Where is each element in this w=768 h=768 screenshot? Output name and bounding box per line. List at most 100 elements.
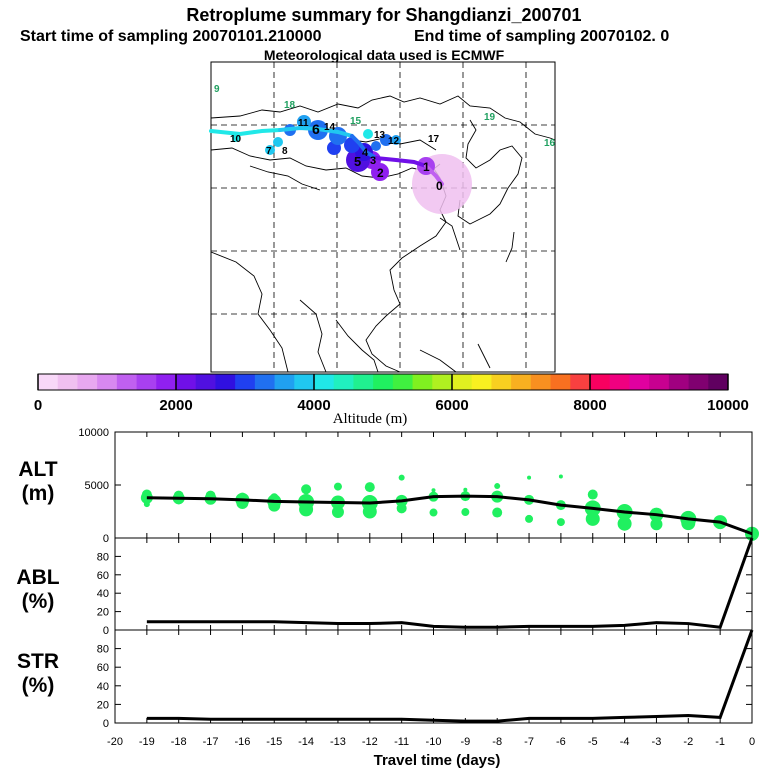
plume-track-segment	[209, 128, 282, 137]
colorbar-cell	[176, 374, 197, 390]
x-tick-label: -16	[234, 736, 250, 748]
x-tick-label: -12	[362, 736, 378, 748]
colorbar-tick-label: 2000	[159, 397, 192, 414]
map-coastlines	[210, 95, 556, 373]
alt-marker	[558, 474, 563, 479]
plume-track-segment	[278, 125, 354, 138]
colorbar-cell	[590, 374, 611, 390]
colorbar-cell	[412, 374, 433, 390]
colorbar-cell	[570, 374, 591, 390]
day-label: 16	[544, 138, 556, 149]
day-label: 3	[370, 155, 376, 167]
abl-panel: ABL (%) 0 20 40 60 80	[16, 537, 754, 637]
alt-marker	[143, 501, 150, 508]
map-frame	[210, 61, 556, 373]
colorbar-tick-label: 4000	[297, 397, 330, 414]
colorbar-cell	[629, 374, 650, 390]
alt-marker	[617, 516, 632, 531]
colorbar-label: Altitude (m)	[333, 411, 408, 427]
alt-marker	[587, 489, 598, 500]
day-labels: 0 1 2 3 4 5 6 7 8 9 10 11 12 13 14 15 16…	[214, 84, 556, 193]
start-time-label: Start time of sampling 20070101.210000	[20, 28, 322, 45]
alt-marker	[175, 498, 182, 505]
x-tick-label: -2	[683, 736, 693, 748]
str-frame	[114, 629, 753, 724]
colorbar-cell	[649, 374, 670, 390]
str-y-tick-label: 80	[97, 644, 109, 656]
alt-marker	[364, 482, 375, 493]
str-y-tick-label: 60	[97, 662, 109, 674]
day-label: 11	[298, 118, 309, 129]
day-label: 18	[284, 100, 296, 111]
str-series-line	[146, 629, 754, 723]
colorbar-cell	[254, 374, 275, 390]
colorbar-cell	[471, 374, 492, 390]
alt-marker	[683, 519, 694, 530]
day-label: 8	[282, 146, 288, 157]
alt-marker	[431, 488, 436, 493]
alt-marker	[494, 483, 501, 490]
x-tick-label: -7	[524, 736, 534, 748]
colorbar-tick-label: 8000	[573, 397, 606, 414]
plume-marker	[391, 135, 401, 145]
day-label: 9	[214, 84, 220, 95]
alt-marker	[301, 484, 312, 495]
colorbar-cell	[491, 374, 512, 390]
str-panel-label: STR	[17, 650, 59, 673]
x-tick-label: -11	[394, 736, 409, 748]
alt-marker	[461, 508, 470, 517]
colorbar-tick-label: 6000	[435, 397, 468, 414]
alt-y-tick-label: 5000	[85, 480, 109, 492]
str-panel: STR (%) 0 20 40 60 80	[17, 629, 754, 730]
alt-marker	[556, 518, 565, 527]
alt-marker	[362, 504, 377, 519]
alt-marker	[463, 487, 468, 492]
colorbar-tick-label: 10000	[707, 397, 749, 414]
end-time-label: End time of sampling 20070102. 0	[414, 28, 669, 45]
colorbar-cell	[373, 374, 394, 390]
plume-marker	[371, 141, 381, 151]
plume-marker	[380, 134, 392, 146]
colorbar-cell	[392, 374, 413, 390]
abl-y-tick-label: 40	[97, 588, 109, 600]
day-label: 2	[377, 166, 384, 180]
alt-marker	[585, 511, 600, 526]
colorbar-cell	[550, 374, 571, 390]
day-label: 0	[436, 179, 443, 193]
str-panel-unit: (%)	[22, 674, 55, 697]
abl-y-tick-label: 80	[97, 551, 109, 563]
alt-marker	[396, 503, 407, 514]
abl-y-tick-label: 60	[97, 570, 109, 582]
day-label: 10	[230, 134, 242, 145]
plume-track-segment	[424, 164, 444, 186]
day-label: 5	[354, 154, 361, 169]
x-tick-label: -14	[298, 736, 314, 748]
plume-track-segment	[350, 134, 378, 160]
map-gridlines	[211, 62, 555, 372]
colorbar-cell	[314, 374, 335, 390]
x-tick-label: -3	[652, 736, 662, 748]
alt-marker	[331, 506, 344, 519]
colorbar-cell	[116, 374, 137, 390]
colorbar-cell	[195, 374, 216, 390]
day-label: 13	[374, 130, 386, 141]
alt-marker	[525, 514, 534, 523]
colorbar-cell	[452, 374, 473, 390]
colorbar-cell	[530, 374, 551, 390]
day-label: 7	[266, 146, 272, 157]
colorbar-cell	[668, 374, 689, 390]
alt-y-tick-label: 0	[103, 533, 109, 545]
x-tick-label: -20	[107, 736, 123, 748]
day-label: 6	[312, 121, 320, 137]
x-tick-label: -4	[620, 736, 630, 748]
day-label: 1	[423, 160, 430, 174]
x-tick-label: -8	[492, 736, 502, 748]
x-tick-label: -15	[266, 736, 282, 748]
alt-marker	[299, 502, 314, 517]
x-tick-label: -19	[139, 736, 155, 748]
colorbar-cell	[333, 374, 354, 390]
x-tick-label: -17	[203, 736, 219, 748]
day-label: 4	[362, 147, 369, 159]
colorbar-cell	[353, 374, 374, 390]
